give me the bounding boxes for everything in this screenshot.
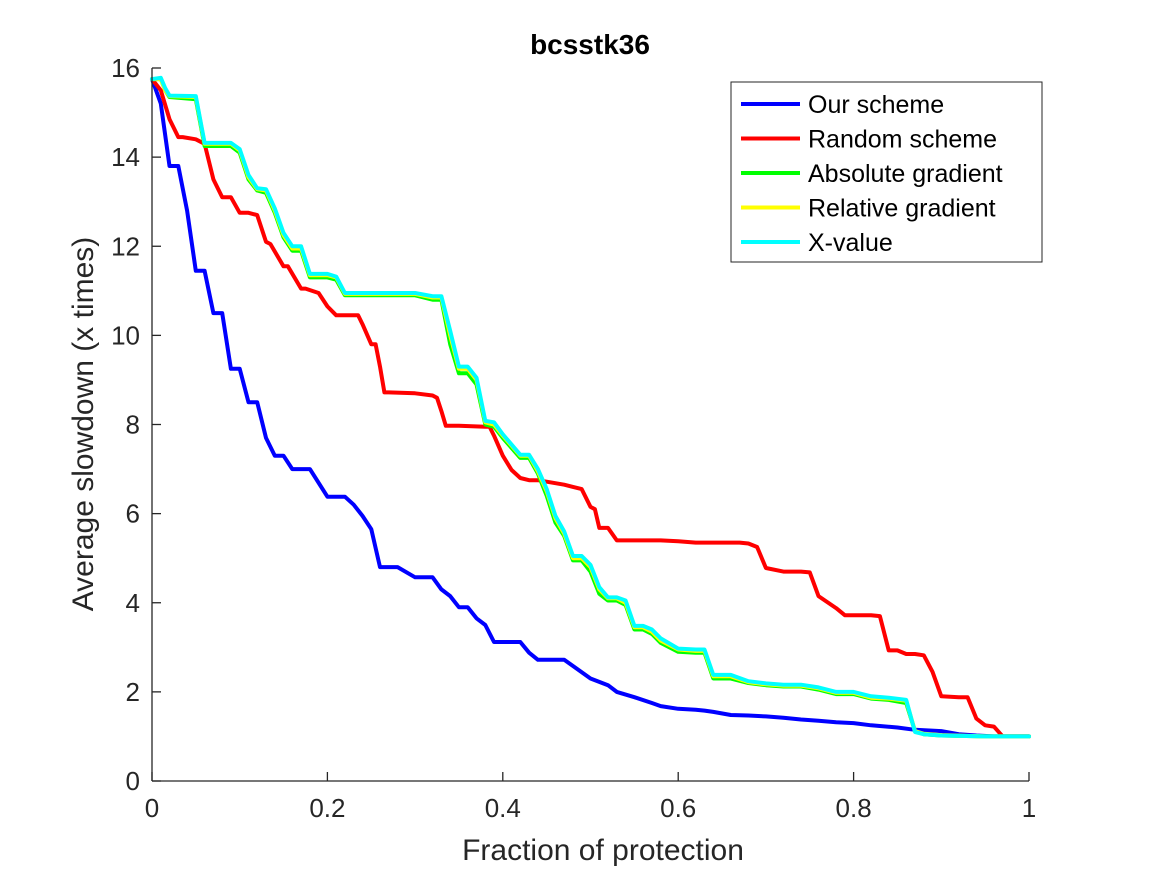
x-ticks: 0 0.2 0.4 0.6 0.8 1 (145, 772, 1036, 823)
x-tick-label: 1 (1022, 793, 1036, 823)
legend-label-relative-gradient: Relative gradient (808, 195, 996, 223)
series-line-random-scheme (150, 77, 1031, 739)
series-line-our-scheme (150, 77, 1031, 739)
y-tick-label: 2 (126, 677, 140, 707)
x-tick-label: 0.2 (309, 793, 345, 823)
x-axis-label: Fraction of protection (462, 834, 744, 867)
y-tick-label: 4 (126, 588, 140, 618)
legend-label-x-value: X-value (808, 229, 893, 257)
legend-items: Our scheme Random scheme Absolute gradient… (741, 91, 1003, 257)
series-layer (150, 75, 1031, 739)
legend-label-absolute-gradient: Absolute gradient (808, 160, 1003, 188)
y-tick-label: 10 (111, 320, 140, 350)
series-line-x-value (150, 75, 1031, 739)
legend-label-random-scheme: Random scheme (808, 126, 997, 154)
chart-title: bcsstk36 (530, 29, 650, 60)
y-tick-label: 0 (126, 766, 140, 796)
y-tick-label: 16 (111, 53, 140, 83)
legend-label-our-scheme: Our scheme (808, 91, 944, 119)
y-tick-label: 6 (126, 499, 140, 529)
y-ticks: 0 2 4 6 8 10 12 14 16 (111, 53, 161, 796)
x-tick-label: 0.6 (660, 793, 696, 823)
legend: Our scheme Random scheme Absolute gradient… (730, 81, 1043, 263)
y-tick-label: 8 (126, 410, 140, 440)
y-axis-label: Average slowdown (x times) (67, 237, 100, 612)
x-tick-label: 0.8 (836, 793, 872, 823)
x-tick-label: 0 (145, 793, 159, 823)
x-tick-label: 0.4 (485, 793, 521, 823)
y-tick-label: 14 (111, 142, 140, 172)
y-tick-label: 12 (111, 231, 140, 261)
